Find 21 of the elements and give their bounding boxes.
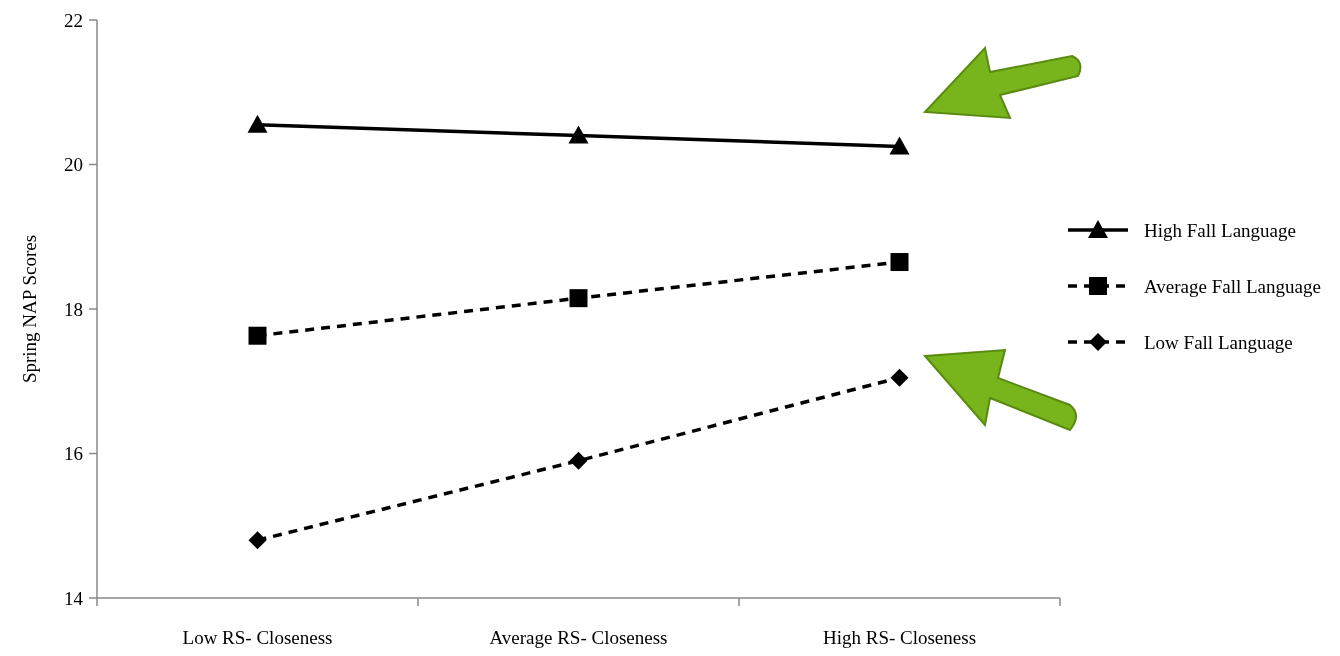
legend-label: Low Fall Language bbox=[1144, 331, 1293, 353]
point bbox=[248, 326, 267, 345]
point bbox=[569, 451, 588, 470]
y-axis-title: Spring NAP Scores bbox=[19, 234, 40, 384]
x-tick-label: Average RS- Closeness bbox=[489, 627, 668, 648]
point bbox=[247, 114, 268, 133]
point bbox=[568, 125, 589, 144]
legend-label: High Fall Language bbox=[1144, 219, 1296, 241]
point bbox=[890, 253, 909, 272]
y-tick-label: 18 bbox=[64, 298, 83, 320]
legend-label: Average Fall Language bbox=[1144, 275, 1321, 297]
y-tick-label: 20 bbox=[64, 154, 83, 176]
y-tick-label: 16 bbox=[64, 443, 83, 465]
point bbox=[569, 289, 588, 308]
point bbox=[248, 531, 267, 550]
point bbox=[889, 136, 910, 155]
point bbox=[890, 368, 909, 387]
y-tick-label: 22 bbox=[64, 9, 83, 31]
x-tick-label: High RS- Closeness bbox=[822, 627, 977, 648]
x-tick-label: Low RS- Closeness bbox=[182, 627, 333, 648]
y-tick-label: 14 bbox=[64, 587, 84, 609]
